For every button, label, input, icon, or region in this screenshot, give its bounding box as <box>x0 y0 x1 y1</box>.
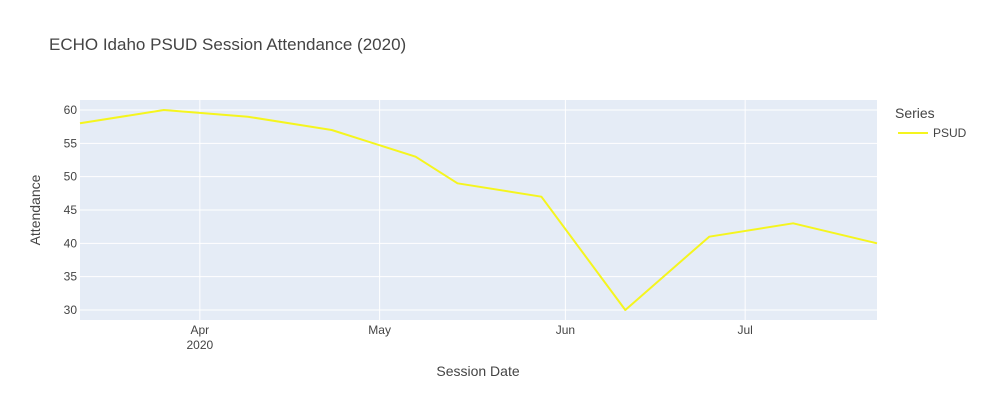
y-tick-label: 45 <box>64 203 78 217</box>
y-tick-label: 30 <box>64 303 78 317</box>
y-tick-label: 40 <box>64 236 78 250</box>
legend-label-psud[interactable]: PSUD <box>933 126 967 140</box>
series-layer <box>79 109 878 311</box>
y-tick-label: 50 <box>64 170 78 184</box>
chart-title: ECHO Idaho PSUD Session Attendance (2020… <box>49 35 406 54</box>
legend: Series PSUD <box>895 105 967 140</box>
x-axis-title: Session Date <box>436 363 519 379</box>
x-tick-label: Jun <box>556 323 575 337</box>
y-tick-label: 60 <box>64 103 78 117</box>
y-tick-label: 55 <box>64 136 78 150</box>
y-axis-title: Attendance <box>27 174 43 245</box>
x-tick-label: Jul <box>737 323 752 337</box>
x-tick-sublabel: 2020 <box>186 338 213 352</box>
y-tick-label: 35 <box>64 270 78 284</box>
legend-title: Series <box>895 105 935 121</box>
x-tick-label: Apr <box>191 323 210 337</box>
x-tick-label: May <box>368 323 391 337</box>
y-gridlines <box>80 109 877 311</box>
x-gridlines <box>199 100 746 320</box>
y-axis-ticks: 30 35 40 45 50 55 60 <box>64 103 78 317</box>
